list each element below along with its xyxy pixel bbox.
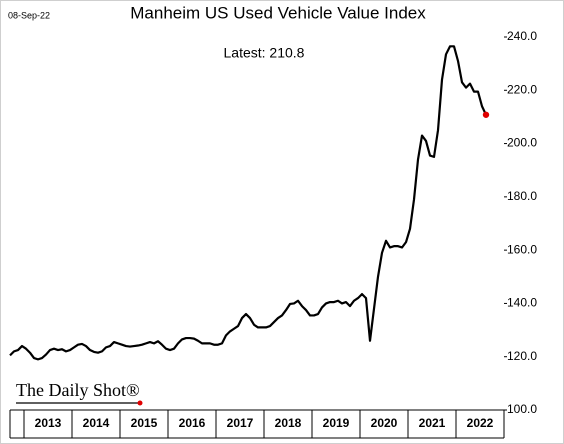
source-logo: The Daily Shot® xyxy=(16,380,140,400)
y-tick-label: 240.0 xyxy=(507,29,537,43)
x-tick-label: 2014 xyxy=(83,416,110,430)
y-tick-label: 180.0 xyxy=(507,189,537,203)
x-tick-label: 2016 xyxy=(179,416,206,430)
logo-dot xyxy=(137,400,143,406)
y-tick-label: 140.0 xyxy=(507,296,537,310)
y-tick-label: 160.0 xyxy=(507,242,537,256)
x-tick-label: 2021 xyxy=(419,416,446,430)
x-tick-label: 2020 xyxy=(371,416,398,430)
y-tick-label: 220.0 xyxy=(507,82,537,96)
y-tick-label: 120.0 xyxy=(507,349,537,363)
x-tick-label: 2019 xyxy=(323,416,350,430)
x-tick-label: 2022 xyxy=(467,416,494,430)
line xyxy=(9,45,487,361)
latest-point xyxy=(482,111,490,118)
chart-title: Manheim US Used Vehicle Value Index xyxy=(130,3,426,22)
x-tick-label: 2018 xyxy=(275,416,302,430)
x-tick-label: 2013 xyxy=(35,416,62,430)
y-tick-label: 100.0 xyxy=(507,402,537,416)
x-tick-label: 2015 xyxy=(131,416,158,430)
annotation: Latest: 210.8 xyxy=(224,45,305,61)
x-tick-label: 2017 xyxy=(227,416,254,430)
y-tick-label: 200.0 xyxy=(507,136,537,150)
date-label: 08-Sep-22 xyxy=(8,10,50,20)
